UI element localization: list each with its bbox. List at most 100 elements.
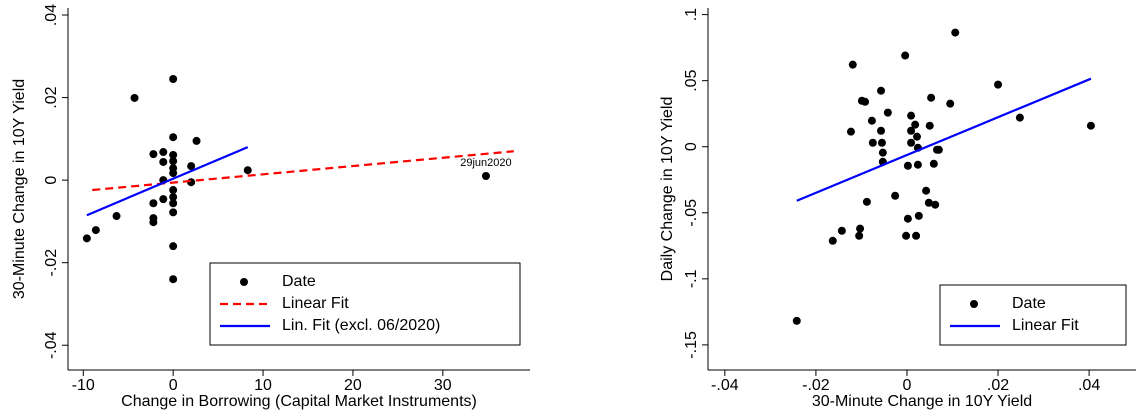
point — [82, 234, 91, 243]
point — [169, 133, 178, 142]
point — [877, 126, 886, 135]
point — [883, 108, 892, 117]
y-tick-label: .05 — [683, 69, 700, 91]
point — [856, 224, 865, 233]
point — [924, 198, 933, 207]
point — [922, 186, 931, 195]
point — [169, 150, 178, 159]
y-axis-title: 30-Minute Change in 10Y Yield — [11, 79, 28, 299]
point — [91, 226, 100, 235]
legend-marker — [970, 300, 978, 308]
x-tick-label: 20 — [344, 377, 362, 394]
point — [877, 86, 886, 95]
fit-line — [796, 77, 1092, 202]
y-tick-label: .04 — [43, 4, 60, 26]
x-tick-label: 0 — [903, 377, 912, 394]
point — [159, 148, 168, 157]
point — [914, 211, 923, 220]
point — [929, 159, 938, 168]
y-tick-label: -.05 — [683, 199, 700, 227]
point — [913, 160, 922, 169]
point — [846, 127, 855, 136]
point — [862, 197, 871, 206]
point — [868, 138, 877, 147]
point — [130, 93, 139, 102]
point — [877, 138, 886, 147]
y-tick-label: 0 — [683, 142, 700, 151]
point — [159, 157, 168, 166]
point — [159, 195, 168, 204]
y-tick-label: -.1 — [683, 269, 700, 288]
x-axis-title: 30-Minute Change in 10Y Yield — [812, 393, 1032, 410]
point — [169, 193, 178, 202]
legend-label: Linear Fit — [1012, 317, 1079, 334]
legend-box — [939, 284, 1127, 346]
point — [878, 148, 887, 157]
point — [481, 171, 490, 180]
point — [901, 51, 910, 60]
point — [1086, 121, 1095, 130]
x-tick-label: 0 — [169, 377, 178, 394]
y-tick-label: .1 — [683, 8, 700, 21]
x-tick-label: .02 — [987, 377, 1009, 394]
x-tick-label: -10 — [72, 377, 95, 394]
point — [149, 199, 158, 208]
legend-label: Linear Fit — [282, 295, 349, 312]
point — [946, 99, 955, 108]
point — [169, 199, 178, 208]
x-tick-label: -.02 — [802, 377, 830, 394]
point — [792, 316, 801, 325]
x-tick-label: -.04 — [711, 377, 739, 394]
point — [907, 138, 916, 147]
legend-label: Date — [282, 273, 316, 290]
y-tick-label: .02 — [43, 86, 60, 108]
fit-line — [86, 146, 249, 217]
point — [112, 212, 121, 221]
point — [902, 231, 911, 240]
x-axis-title: Change in Borrowing (Capital Market Inst… — [121, 393, 477, 410]
y-axis-title: Daily Change in 10Y Yield — [659, 97, 676, 282]
legend-label: Lin. Fit (excl. 06/2020) — [282, 317, 440, 334]
point — [931, 200, 940, 209]
y-tick-label: -.02 — [43, 249, 60, 277]
legend-marker — [240, 278, 248, 286]
point — [149, 218, 158, 227]
point — [169, 275, 178, 284]
point — [169, 169, 178, 178]
point — [907, 126, 916, 135]
y-tick-label: 0 — [43, 176, 60, 185]
y-tick-label: -.15 — [683, 331, 700, 359]
point — [828, 236, 837, 245]
point — [169, 242, 178, 251]
x-tick-label: 30 — [434, 377, 452, 394]
point — [951, 28, 960, 37]
point — [169, 157, 178, 166]
y-tick-label: -.04 — [43, 331, 60, 359]
point — [861, 97, 870, 106]
point — [149, 150, 158, 159]
x-tick-label: 10 — [254, 377, 272, 394]
point — [934, 145, 943, 154]
point — [903, 214, 912, 223]
x-tick-label: .04 — [1078, 377, 1100, 394]
legend-label: Date — [1012, 295, 1046, 312]
point — [243, 166, 252, 175]
point — [903, 161, 912, 170]
annotation: 29jun2020 — [460, 157, 511, 169]
point — [169, 208, 178, 217]
point — [911, 120, 920, 129]
point — [848, 60, 857, 69]
point — [891, 191, 900, 200]
point — [192, 136, 201, 145]
point — [855, 231, 864, 240]
point — [907, 111, 916, 120]
point — [1015, 113, 1024, 122]
point — [867, 116, 876, 125]
point — [927, 93, 936, 102]
point — [912, 231, 921, 240]
point — [837, 226, 846, 235]
point — [187, 162, 196, 171]
point — [994, 80, 1003, 89]
point — [925, 121, 934, 130]
